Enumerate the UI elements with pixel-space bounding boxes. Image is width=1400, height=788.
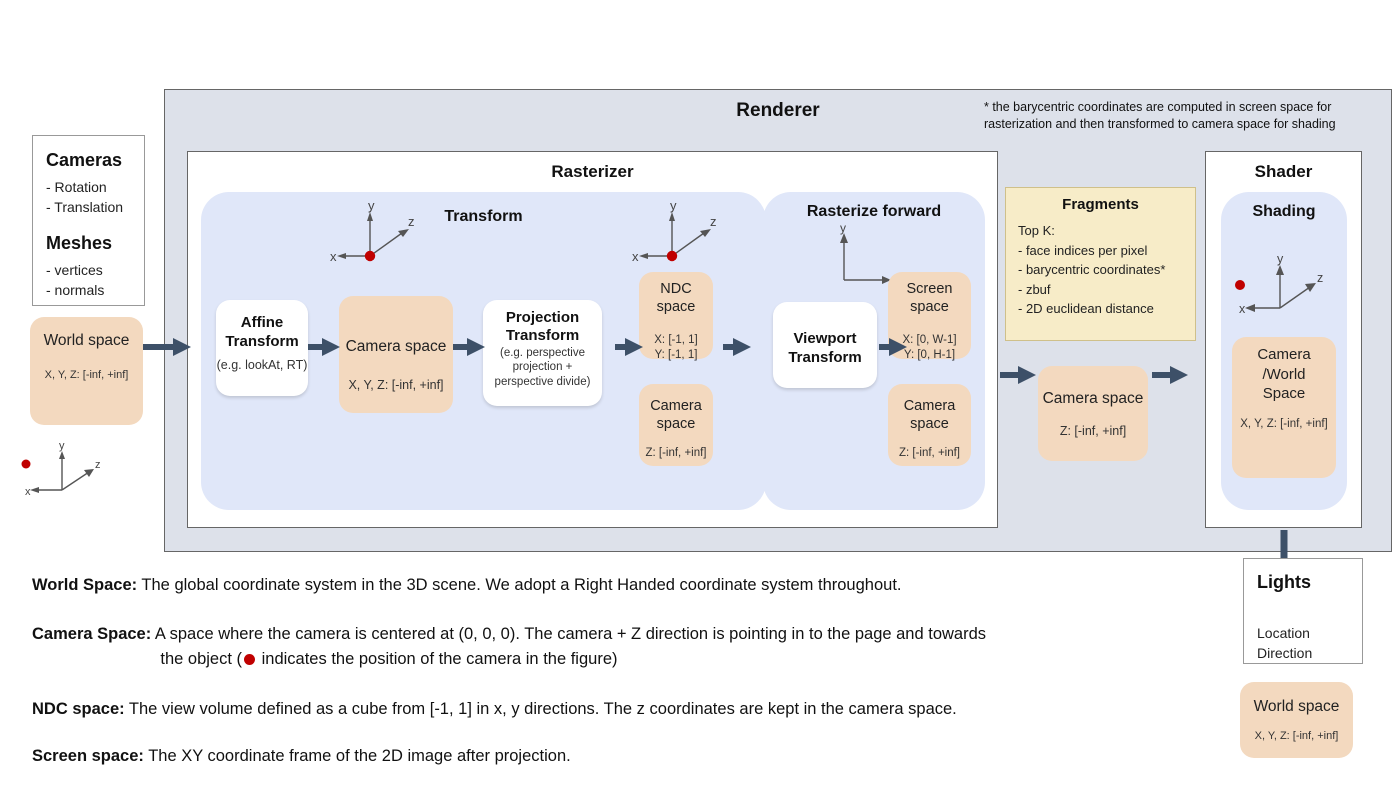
svg-text:x: x (1239, 302, 1246, 316)
svg-text:x: x (330, 249, 337, 264)
svg-text:y: y (1277, 252, 1284, 266)
svg-text:z: z (95, 459, 101, 471)
svg-text:x: x (632, 249, 639, 264)
svg-text:z: z (1317, 271, 1323, 285)
svg-text:y: y (368, 198, 375, 213)
svg-text:y: y (670, 198, 677, 213)
svg-text:y: y (59, 440, 65, 452)
svg-text:z: z (710, 214, 717, 229)
svg-text:z: z (408, 214, 415, 229)
svg-text:x: x (25, 486, 31, 498)
svg-text:y: y (840, 222, 846, 235)
